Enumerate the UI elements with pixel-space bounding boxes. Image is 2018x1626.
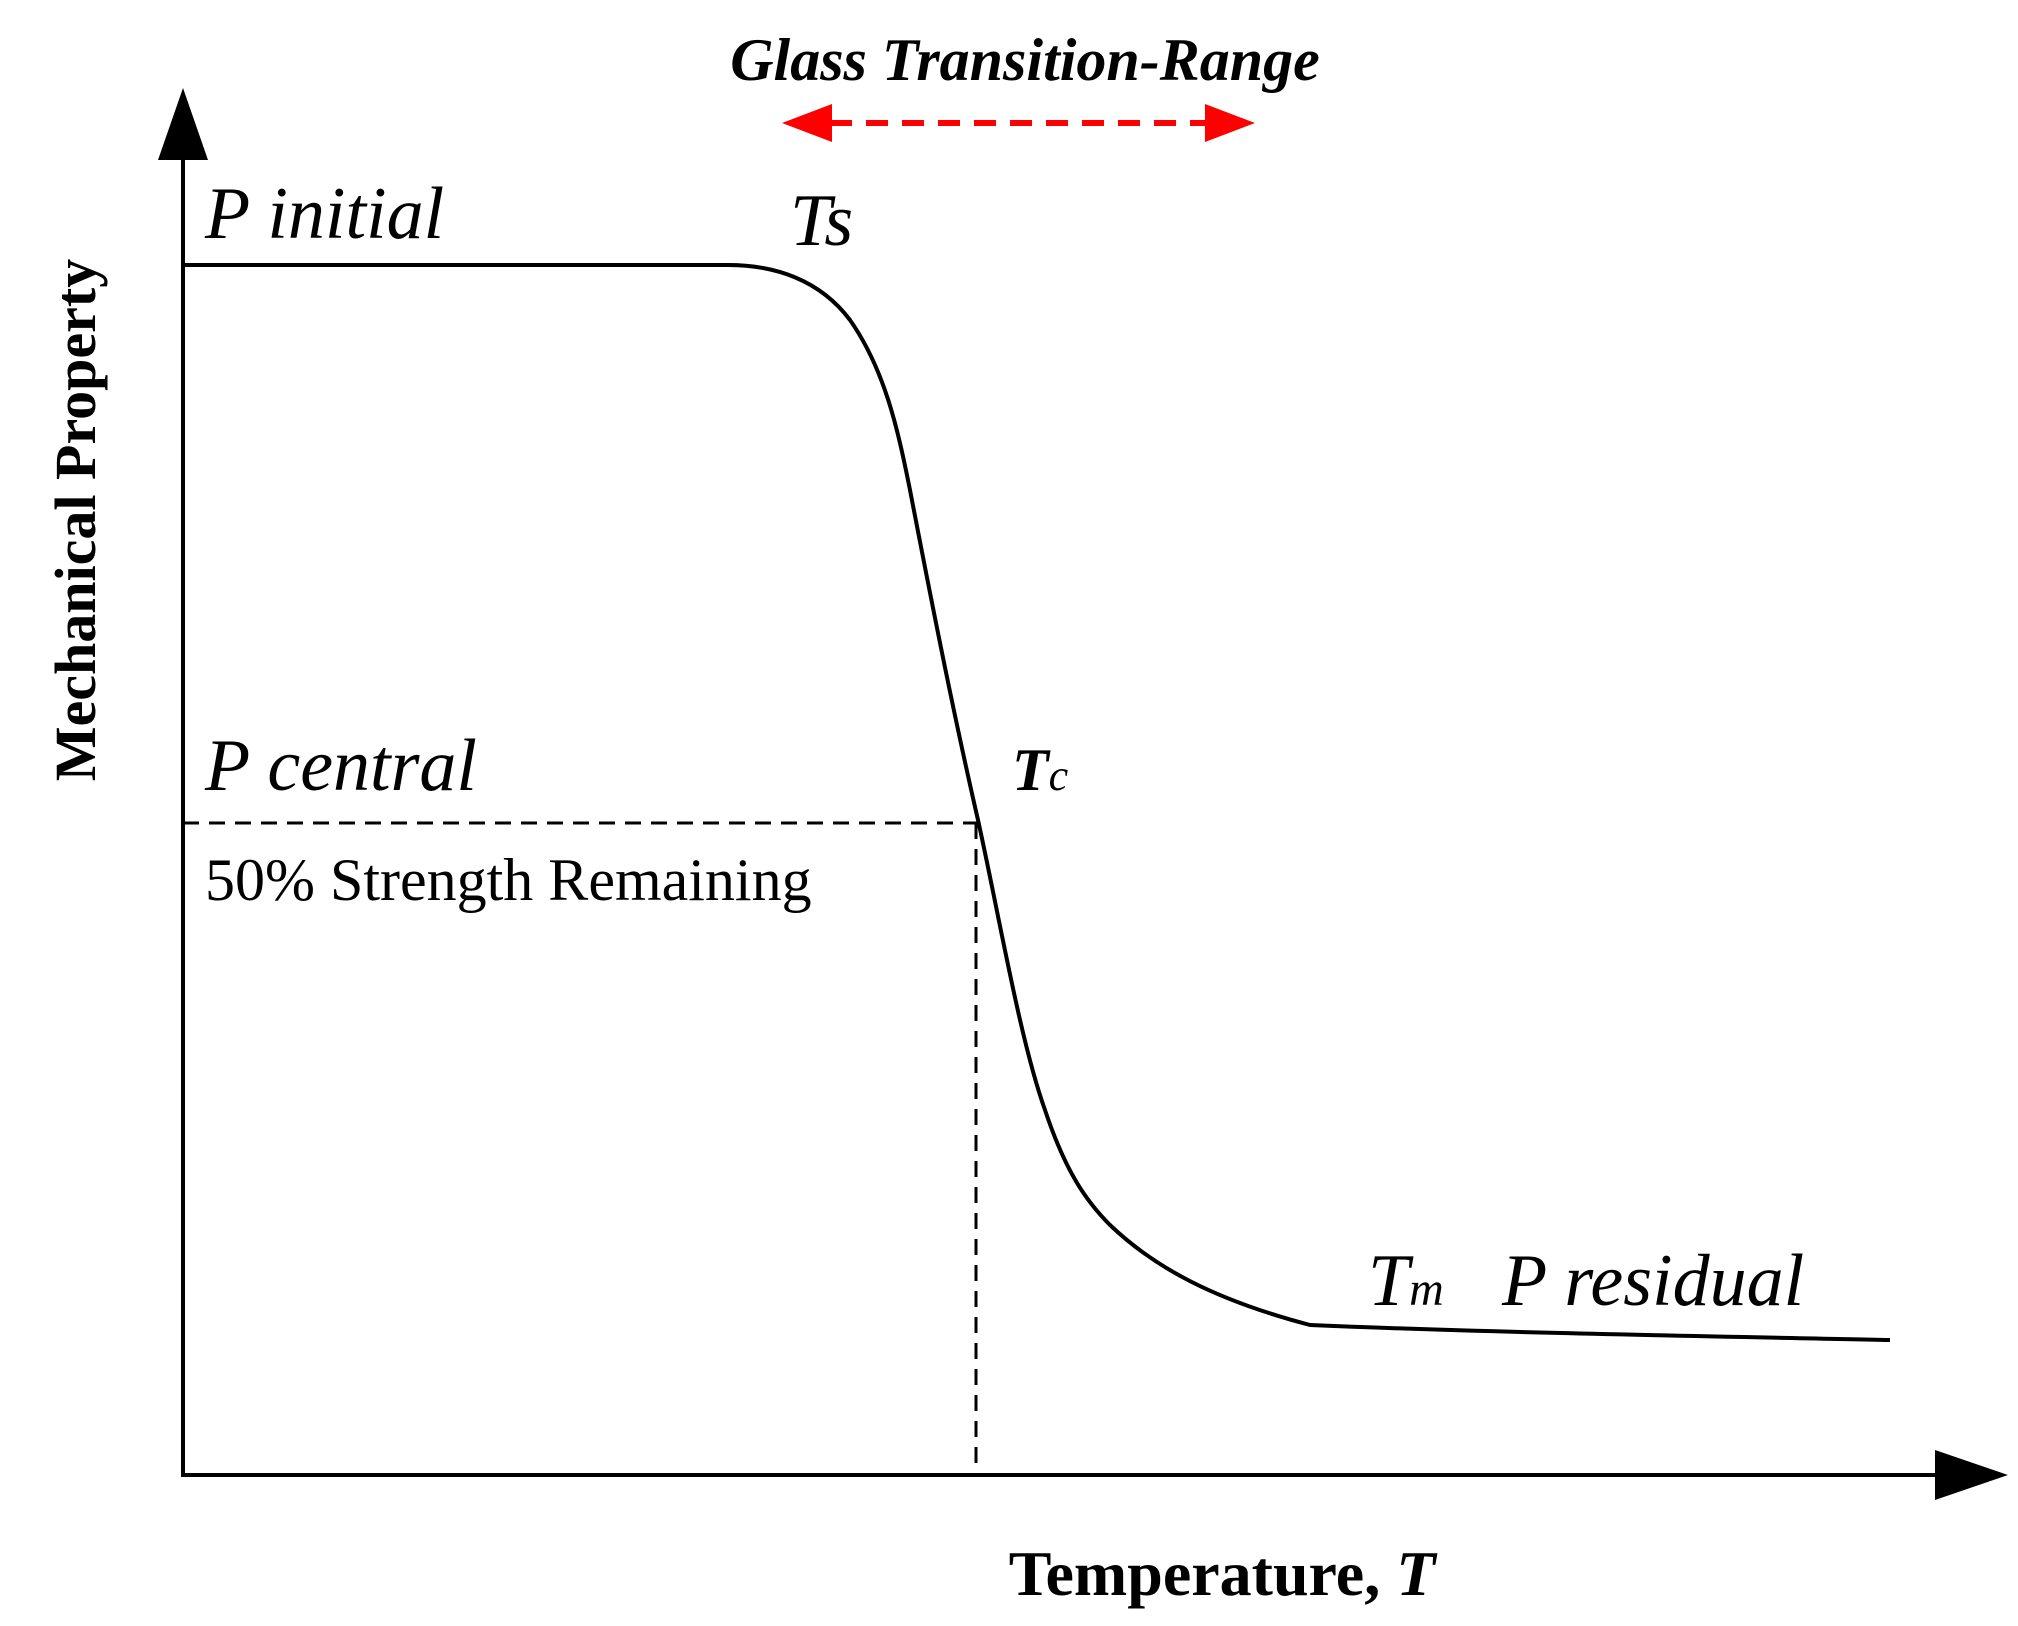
tm-label-main: T [1368,1240,1414,1322]
range-arrow-left-head [782,104,832,142]
tc-label: Tc [1012,737,1069,803]
range-arrow-right-head [1205,104,1255,142]
x-axis-label: Temperature, T [1009,1538,1439,1609]
p-initial-label: P initial [204,173,444,255]
y-axis-label: Mechanical Property [43,259,108,781]
ts-label: Ts [790,180,853,262]
x-axis-label-text: Temperature, [1009,1538,1397,1609]
x-axis-arrowhead [1935,1450,2008,1500]
diagram-title: Glass Transition-Range [730,27,1320,93]
glass-transition-range-arrow [782,104,1255,142]
tc-label-main: T [1012,737,1051,803]
ts-label-sub: s [824,180,853,262]
p-residual-label: P residual [1501,1240,1804,1322]
tm-label: Tm [1368,1240,1444,1322]
tm-label-sub: m [1409,1263,1444,1316]
p-central-label: P central [204,725,477,807]
property-curve [183,263,1891,1342]
y-axis-arrowhead [158,88,208,160]
strength-remaining-note: 50% Strength Remaining [205,847,812,913]
tc-label-sub: c [1049,751,1069,800]
x-axis-label-symbol: T [1396,1538,1438,1609]
